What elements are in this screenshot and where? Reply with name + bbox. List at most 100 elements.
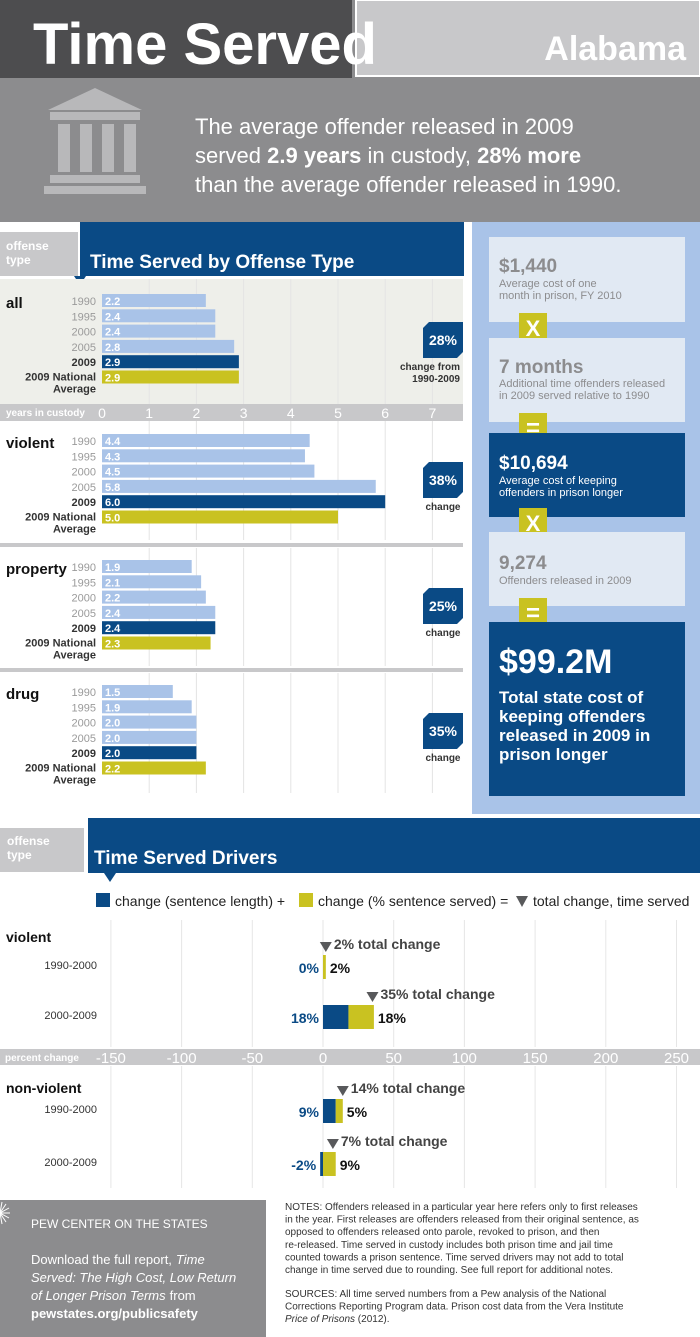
offense-category-label: 2009 [72, 357, 96, 369]
notes-line: in the year. First releases are offender… [285, 1215, 639, 1226]
change-badge-value: 25% [429, 598, 458, 614]
drivers-legend: change (sentence length) + change (% sen… [96, 893, 689, 909]
offense-category-label: 2009 [72, 623, 96, 635]
cost-box-monthly [489, 237, 685, 322]
drivers-axis-tick: 50 [385, 1050, 402, 1067]
offense-category-label: 2009 [72, 497, 96, 509]
equals-sign-2: = [526, 600, 540, 627]
offense-bar-drug-3 [102, 730, 197, 744]
state-name: Alabama [544, 30, 687, 68]
multiply-sign-1: X [526, 316, 541, 341]
offense-group-label: drug [6, 686, 39, 703]
change-badge-caption: change [425, 753, 460, 764]
offense-axis-tick: 2 [193, 405, 201, 421]
offense-bar-label: 4.3 [105, 451, 120, 463]
offense-bar-label: 2.4 [105, 311, 121, 323]
drivers-served-label: 5% [347, 1104, 368, 1120]
cost-box-months [489, 338, 685, 422]
sources-line: Price of Prisons (2012). [285, 1314, 390, 1325]
drivers-total-label: 7% total change [341, 1133, 448, 1149]
down-triangle-icon [366, 992, 379, 1002]
footer-from: from [170, 1288, 196, 1303]
offense-category-label: 1990 [72, 562, 96, 574]
drivers-tab-label-2: type [7, 848, 32, 862]
offense-bar-label: 2.0 [105, 733, 120, 745]
offense-category-label: 1995 [72, 451, 96, 463]
legend-swatch-sentence-length [96, 893, 110, 907]
drivers-sentence-label: 0% [299, 960, 320, 976]
drivers-chart: percent change -150 -100 -50 0 50 100 150 200 250… [0, 920, 700, 1188]
offense-bar-all-5 [102, 370, 239, 384]
change-badge [423, 322, 463, 358]
offense-group-label: violent [6, 435, 54, 452]
offense-category-label: 1990 [72, 436, 96, 448]
legend-swatch-pct-served [299, 893, 313, 907]
footer-url-link[interactable]: pewstates.org/publicsafety [31, 1306, 199, 1321]
offense-axis-tick: 6 [381, 405, 389, 421]
footer-notes: NOTES: Offenders released in a particula… [285, 1202, 639, 1325]
offense-bar-violent-3 [102, 479, 376, 493]
offense-group-separator [0, 668, 463, 672]
offense-bar-label: 2.3 [105, 639, 120, 651]
cost-box-released [489, 532, 685, 606]
drivers-period-label: 1990-2000 [44, 960, 97, 972]
change-badge [423, 588, 463, 624]
offense-axis-tick: 3 [240, 405, 248, 421]
offense-category-label: 1995 [72, 311, 96, 323]
drivers-axis-tick: 100 [452, 1050, 477, 1067]
offense-axis-tick: 5 [334, 405, 342, 421]
down-triangle-icon [516, 896, 528, 907]
cost-box-per-offender [489, 433, 685, 517]
down-triangle-icon [336, 1086, 349, 1096]
footer-report-title-2: Served: The High Cost, Low Return [31, 1270, 236, 1285]
footer-download-text: Download the full report, [31, 1252, 172, 1267]
offense-bar-label: 2.9 [105, 357, 120, 369]
offense-group-label: property [6, 561, 68, 578]
pew-sunburst-icon [0, 1201, 10, 1225]
offense-tab-label-2: type [6, 253, 31, 267]
cost-box-released-line-1: Offenders released in 2009 [499, 575, 632, 587]
offense-bar-property-1 [102, 575, 202, 589]
offense-bar-label: 2.2 [105, 593, 120, 605]
multiply-badge-1 [519, 313, 547, 341]
cost-box-total-value: $99.2M [499, 643, 612, 681]
state-band [355, 0, 700, 77]
notes-line: counted towards a prison sentence. Time … [285, 1252, 624, 1263]
intro-highlight-years: 2.9 years [267, 143, 361, 168]
drivers-served-label: 9% [340, 1157, 361, 1173]
change-badge [423, 713, 463, 749]
offense-group-drug-background [0, 673, 463, 793]
offense-bar-property-0 [102, 560, 192, 573]
offense-bar-label: 2.0 [105, 718, 120, 730]
offense-bar-label: 6.0 [105, 497, 120, 509]
footer-promo [0, 1200, 266, 1337]
offense-group-separator [0, 543, 463, 547]
intro-text-b: in custody, [361, 143, 477, 168]
offense-bar-label: 2.4 [105, 608, 121, 620]
drivers-axis-label: percent change [5, 1053, 79, 1064]
drivers-bar-pct-served [323, 955, 326, 979]
page-title: Time Served [33, 12, 377, 77]
drivers-axis-tick: -100 [167, 1050, 197, 1067]
offense-category-label: 2009 National [25, 512, 96, 524]
offense-category-label: 2005 [72, 733, 96, 745]
footer-org: PEW CENTER ON THE STATES [31, 1217, 208, 1231]
offense-category-label-cont: Average [53, 650, 96, 662]
offense-category-label: 2005 [72, 482, 96, 494]
offense-category-label: 1995 [72, 702, 96, 714]
drivers-sentence-label: -2% [291, 1157, 316, 1173]
cost-box-per-offender-line-1: Average cost of keeping [499, 475, 617, 487]
cost-box-months-line-1: Additional time offenders released [499, 378, 665, 390]
drivers-axis-bar [0, 1049, 700, 1065]
drivers-period-label: 2000-2009 [44, 1010, 97, 1022]
offense-axis-tick: 7 [429, 405, 437, 421]
intro-text-a: served [195, 143, 267, 168]
drivers-tab-label-1: offense [7, 834, 50, 848]
offense-bar-label: 1.9 [105, 562, 120, 574]
offense-bar-label: 2.0 [105, 748, 120, 760]
offense-bar-violent-1 [102, 449, 305, 463]
cost-box-total-line-2: keeping offenders [499, 707, 645, 726]
offense-category-label: 1995 [72, 577, 96, 589]
offense-category-label: 2005 [72, 342, 96, 354]
